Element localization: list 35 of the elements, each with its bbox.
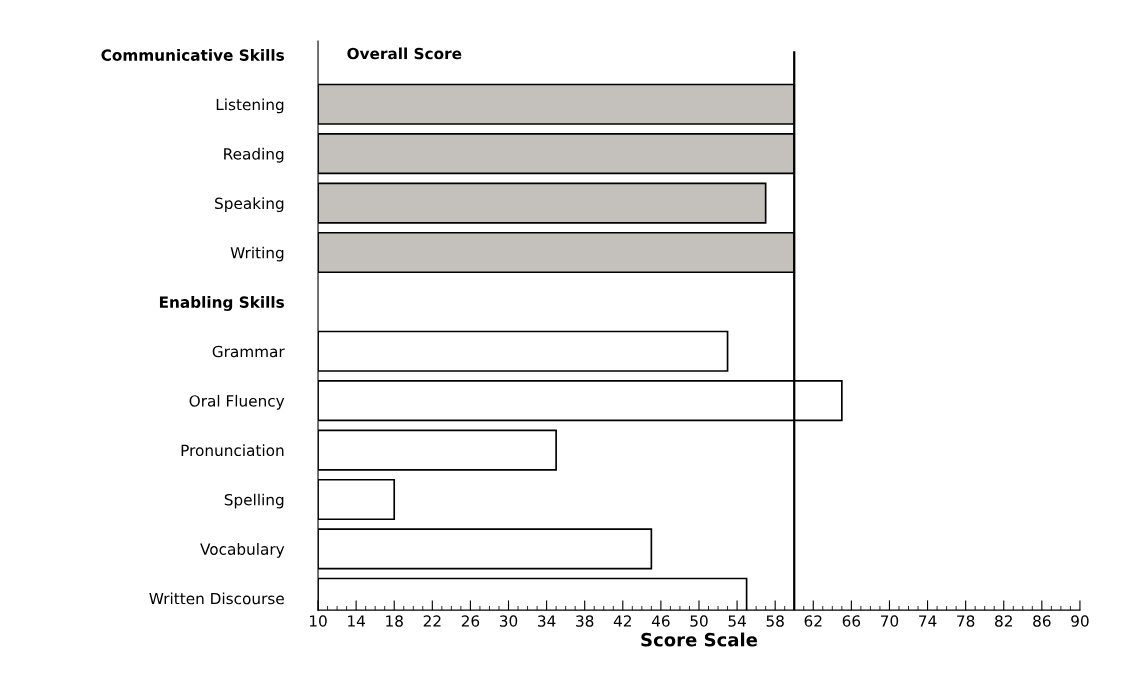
x-tick-label: 66 (842, 615, 861, 627)
y-tick-label: Grammar (212, 345, 285, 358)
y-tick-label: Writing (230, 246, 284, 262)
x-tick-label: 70 (880, 615, 899, 627)
y-tick-label: Reading (224, 147, 284, 163)
y-tick-label: Oral Fluency (189, 394, 285, 410)
x-tick-label: 38 (576, 615, 594, 627)
y-tick-label: Enabling Skills (159, 296, 284, 311)
x-tick-label: 58 (766, 615, 784, 627)
x-axis-title: Score Scale (641, 632, 758, 647)
y-tick-label: Vocabulary (200, 543, 285, 558)
x-tick-label: 90 (1071, 615, 1089, 627)
x-tick-label: 18 (386, 615, 403, 627)
ref-line-label: Overall Score (347, 47, 462, 60)
x-tick-label: 26 (461, 615, 480, 627)
y-tick-label: Speaking (215, 197, 284, 213)
y-tick-label: Written Discourse (149, 592, 284, 605)
x-tick-label: 46 (651, 615, 670, 627)
y-tick-label: Listening (216, 98, 284, 114)
x-tick-label: 34 (538, 615, 556, 627)
x-tick-label: 86 (1033, 615, 1051, 627)
x-tick-label: 22 (423, 615, 441, 627)
x-tick-label: 30 (499, 615, 518, 627)
y-tick-label: Pronunciation (181, 444, 284, 457)
x-tick-label: 50 (690, 615, 708, 627)
x-tick-label: 78 (957, 615, 975, 627)
x-tick-label: 54 (728, 615, 746, 627)
x-tick-label: 74 (919, 615, 937, 627)
y-tick-label: Spelling (224, 493, 284, 509)
x-tick-label: 62 (804, 615, 822, 627)
x-tick-label: 14 (348, 615, 365, 627)
x-tick-label: 10 (309, 615, 327, 627)
x-tick-label: 82 (995, 615, 1012, 627)
x-tick-label: 42 (613, 615, 631, 627)
y-tick-label: Communicative Skills (101, 49, 284, 61)
